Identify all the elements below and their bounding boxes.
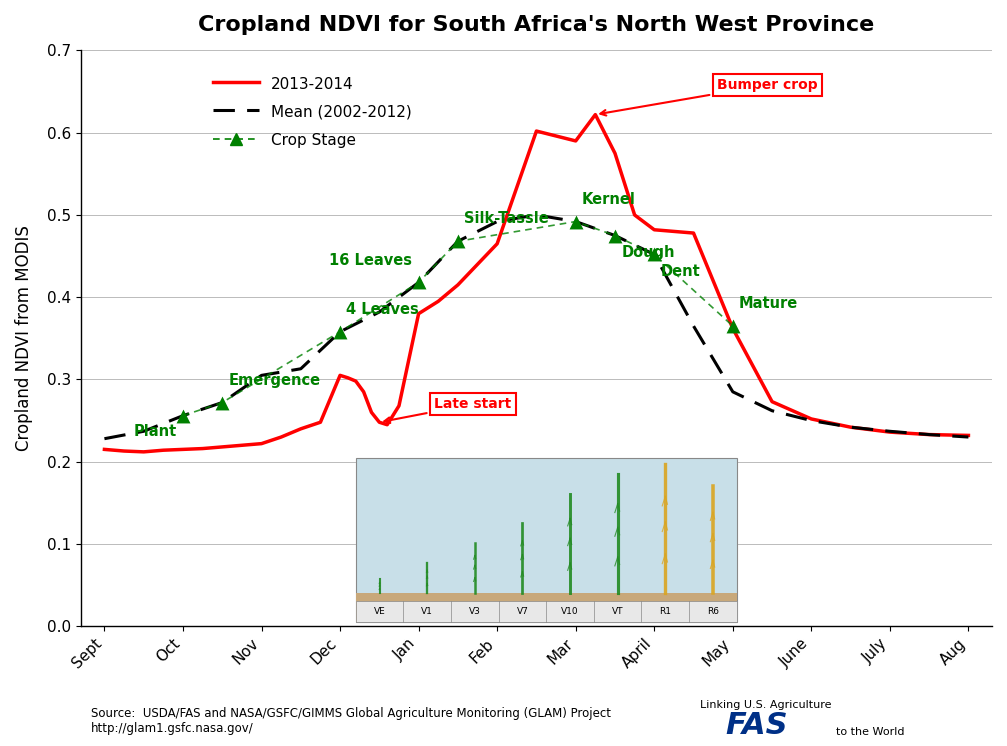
Text: Linking U.S. Agriculture: Linking U.S. Agriculture xyxy=(700,700,832,710)
Text: VE: VE xyxy=(374,607,386,616)
Text: Dough: Dough xyxy=(621,245,675,260)
Text: Mature: Mature xyxy=(739,296,799,311)
Text: to the World: to the World xyxy=(836,727,904,737)
Title: Cropland NDVI for South Africa's North West Province: Cropland NDVI for South Africa's North W… xyxy=(198,15,874,35)
Text: Bumper crop: Bumper crop xyxy=(600,78,818,116)
Text: Source:  USDA/FAS and NASA/GSFC/GIMMS Global Agriculture Monitoring (GLAM) Proje: Source: USDA/FAS and NASA/GSFC/GIMMS Glo… xyxy=(91,706,610,735)
Point xyxy=(607,230,623,242)
Text: 4 Leaves: 4 Leaves xyxy=(346,302,419,317)
Text: FAS: FAS xyxy=(725,711,787,740)
Text: Kernel: Kernel xyxy=(582,192,635,207)
Text: VT: VT xyxy=(612,607,623,616)
Text: Plant: Plant xyxy=(134,424,176,439)
Text: R6: R6 xyxy=(707,607,719,616)
Point xyxy=(332,326,348,338)
Point xyxy=(411,277,427,289)
Text: Emergence: Emergence xyxy=(229,373,320,388)
Point xyxy=(450,235,466,247)
Text: Silk-Tassle: Silk-Tassle xyxy=(464,211,549,227)
Bar xyxy=(355,592,737,622)
Text: 16 Leaves: 16 Leaves xyxy=(329,253,412,268)
Legend: 2013-2014, Mean (2002-2012), Crop Stage: 2013-2014, Mean (2002-2012), Crop Stage xyxy=(207,69,418,154)
Point xyxy=(725,320,741,332)
Point xyxy=(568,216,584,228)
Point xyxy=(646,248,663,260)
Bar xyxy=(355,457,737,622)
Point xyxy=(175,410,191,421)
Text: Dent: Dent xyxy=(661,264,700,279)
Text: Late start: Late start xyxy=(385,397,512,423)
Text: V7: V7 xyxy=(517,607,529,616)
Text: R1: R1 xyxy=(660,607,672,616)
Text: V1: V1 xyxy=(421,607,433,616)
Text: V10: V10 xyxy=(561,607,579,616)
Point xyxy=(214,397,231,409)
Y-axis label: Cropland NDVI from MODIS: Cropland NDVI from MODIS xyxy=(15,225,33,451)
Text: V3: V3 xyxy=(469,607,480,616)
Bar xyxy=(355,601,737,622)
